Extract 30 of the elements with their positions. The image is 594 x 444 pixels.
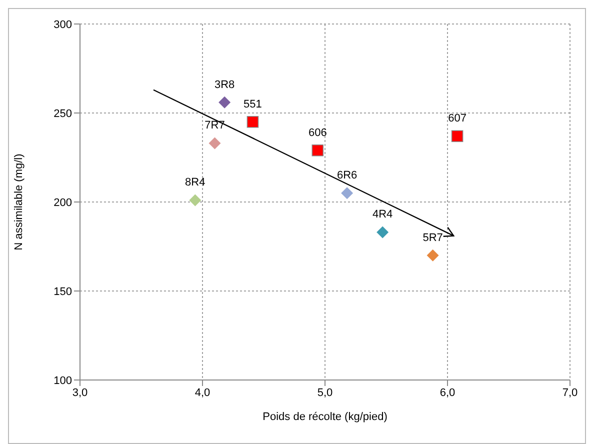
point bbox=[208, 137, 221, 150]
series-label: 6R6 bbox=[336, 170, 358, 182]
point bbox=[312, 144, 324, 156]
series-label: 8R4 bbox=[185, 176, 206, 189]
y-tick-label: 250 bbox=[54, 108, 72, 120]
x-tick-label: 6,0 bbox=[440, 386, 456, 399]
point bbox=[426, 249, 439, 262]
point bbox=[376, 226, 389, 238]
point bbox=[451, 130, 464, 142]
y-axis-title: N assimilable (mg/l) bbox=[12, 154, 25, 250]
x-tick-label: 7,0 bbox=[562, 386, 578, 399]
x-tick-label: 3,0 bbox=[72, 386, 88, 399]
y-tick-label: 200 bbox=[54, 196, 72, 209]
point bbox=[189, 194, 202, 206]
series-label: 606 bbox=[308, 126, 327, 139]
y-tick-label: 100 bbox=[54, 374, 72, 387]
point bbox=[341, 187, 354, 200]
series-label: 607 bbox=[448, 112, 466, 125]
x-tick-label: 4,0 bbox=[194, 386, 210, 399]
x-axis-title: Poids de récolte (kg/pied) bbox=[262, 411, 388, 423]
series-label: 3R8 bbox=[214, 78, 235, 91]
x-tick-label: 5,0 bbox=[317, 386, 333, 399]
y-tick-label: 150 bbox=[54, 286, 72, 298]
series-label: 5R7 bbox=[422, 232, 443, 244]
series-label: 7R7 bbox=[204, 120, 225, 132]
y-tick-label: 300 bbox=[54, 18, 72, 31]
point bbox=[246, 116, 259, 128]
series-label: 551 bbox=[244, 98, 262, 110]
point bbox=[218, 96, 231, 108]
series-label: 4R4 bbox=[372, 208, 393, 221]
